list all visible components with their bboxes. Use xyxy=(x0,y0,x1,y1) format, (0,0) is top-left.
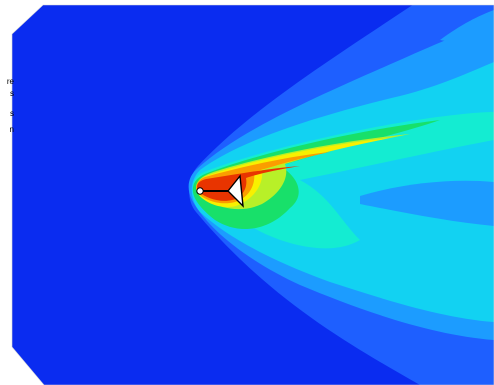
view-border xyxy=(11,4,494,385)
probe-nose xyxy=(196,187,204,195)
legend-fragment-3: s xyxy=(10,109,14,118)
contour-band-dark-pocket-upper xyxy=(440,10,494,43)
contour-band-dark-pocket-lower xyxy=(360,180,494,226)
legend-text-fragments: re s s n xyxy=(0,78,14,158)
probe-body xyxy=(196,174,244,208)
contour-band-red xyxy=(197,166,300,201)
legend-fragment-2: s xyxy=(10,89,14,98)
legend-fragment-1: re xyxy=(6,78,14,86)
probe-cone xyxy=(227,174,244,208)
legend-fragment-4: n xyxy=(9,125,14,134)
